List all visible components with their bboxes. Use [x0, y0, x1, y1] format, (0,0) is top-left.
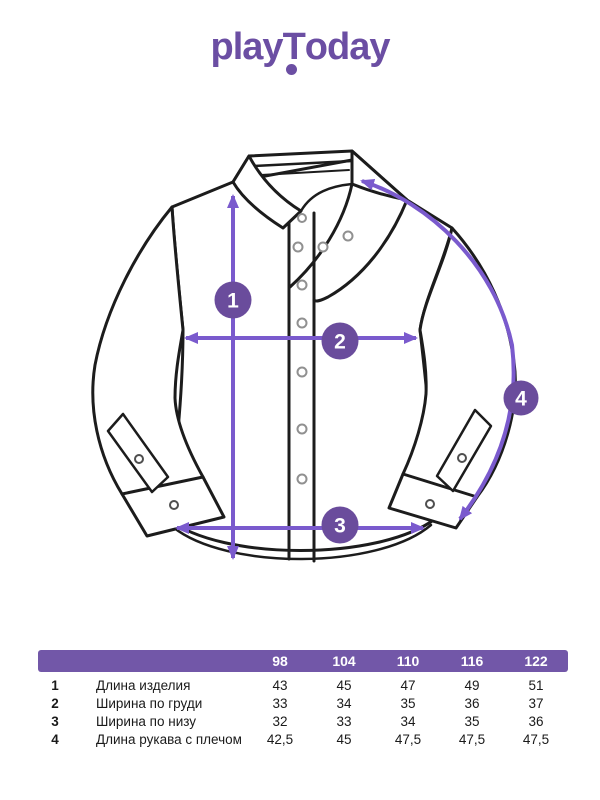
logo-text-play: play: [210, 26, 284, 68]
button-icon: [342, 230, 354, 242]
row-value: 47: [400, 677, 416, 693]
size-table-header: 98 104 110 116 122: [38, 650, 568, 672]
button-icon: [296, 423, 308, 435]
table-row: 1 Длина изделия 43 45 47 49 51: [38, 676, 568, 694]
button-icon: [317, 241, 329, 253]
brand-logo: playT oday: [0, 26, 600, 75]
placket-buttons: [292, 213, 354, 485]
row-value: 47,5: [522, 731, 550, 747]
measure-badge-3-label: 3: [334, 515, 346, 538]
row-label: Длина рукава с плечом: [96, 731, 242, 747]
size-column-header: 104: [332, 653, 356, 669]
row-value: 36: [528, 713, 544, 729]
collar-fold-line-2: [260, 169, 350, 176]
row-value: 34: [400, 713, 416, 729]
logo-letter-t: T: [282, 26, 306, 75]
row-value: 35: [464, 713, 480, 729]
logo-text-oday: oday: [304, 26, 391, 68]
row-value: 33: [336, 713, 352, 729]
measure-badge-4-label: 4: [515, 388, 527, 411]
size-table-body: 1 Длина изделия 43 45 47 49 51 2 Ширина …: [38, 676, 568, 748]
row-number: 3: [51, 713, 59, 729]
measure-badge-1-label: 1: [227, 290, 239, 313]
button-icon: [296, 473, 308, 485]
measure-badge-4: [503, 380, 539, 416]
button-icon: [134, 454, 144, 464]
row-value: 42,5: [266, 731, 294, 747]
measurement-arrows: [175, 178, 516, 560]
row-value: 49: [464, 677, 480, 693]
button-icon: [297, 213, 307, 223]
shirt-measurement-diagram: 1 2 3 4: [91, 149, 539, 563]
button-icon: [425, 499, 435, 509]
button-icon: [296, 366, 308, 378]
measure-badge-1: [214, 281, 252, 319]
row-label: Ширина по низу: [96, 713, 197, 729]
row-value: 33: [272, 695, 288, 711]
row-value: 37: [528, 695, 544, 711]
row-label: Длина изделия: [96, 677, 191, 693]
row-number: 4: [51, 731, 59, 747]
row-label: Ширина по груди: [96, 695, 203, 711]
logo-dot-icon: [285, 64, 297, 75]
shirt-hem-line: [171, 523, 433, 561]
shirt-diagram-svg: 1 2 3 4: [91, 149, 539, 563]
measure-badge-3: [321, 506, 359, 544]
size-column-header: 98: [272, 653, 288, 669]
measurement-badges: 1 2 3 4: [214, 281, 539, 544]
shirt-outline: [91, 149, 517, 563]
row-number: 1: [51, 677, 59, 693]
row-value: 36: [464, 695, 480, 711]
row-value: 47,5: [458, 731, 486, 747]
size-column-header: 122: [524, 653, 548, 669]
measure-arrow-4: [360, 178, 516, 521]
table-row: 4 Длина рукава с плечом 42,5 45 47,5 47,…: [38, 730, 568, 748]
row-number: 2: [51, 695, 59, 711]
button-icon: [169, 500, 179, 510]
measure-badge-2-label: 2: [334, 331, 346, 354]
size-table: 98 104 110 116 122 1 Длина изделия 43 45…: [38, 650, 568, 748]
left-sleeve-placket: [106, 412, 170, 494]
collar-fold-line: [252, 159, 354, 168]
button-icon: [296, 279, 308, 291]
measure-badge-2: [321, 322, 359, 360]
button-icon: [457, 453, 467, 463]
table-row: 3 Ширина по низу 32 33 34 35 36: [38, 712, 568, 730]
row-value: 34: [336, 695, 352, 711]
size-column-header: 116: [460, 653, 484, 669]
row-value: 45: [336, 677, 352, 693]
logo-letter-t-glyph: T: [282, 26, 306, 68]
row-value: 32: [272, 713, 288, 729]
row-value: 35: [400, 695, 416, 711]
row-value: 45: [336, 731, 352, 747]
collar-stand-curve: [299, 182, 354, 213]
size-column-header: 110: [396, 653, 420, 669]
button-icon: [296, 317, 308, 329]
left-cuff-line: [120, 475, 205, 496]
collar-flap-curve: [288, 182, 354, 289]
row-value: 47,5: [394, 731, 422, 747]
table-row: 2 Ширина по груди 33 34 35 36 37: [38, 694, 568, 712]
button-icon: [292, 241, 304, 253]
row-value: 43: [272, 677, 288, 693]
row-value: 51: [528, 677, 544, 693]
